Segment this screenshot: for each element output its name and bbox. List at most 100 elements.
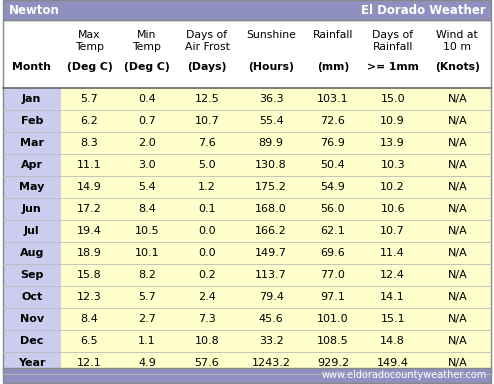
- Text: Mar: Mar: [20, 138, 44, 148]
- Text: 10.5: 10.5: [135, 226, 159, 236]
- Bar: [304, 154, 362, 176]
- Bar: [238, 88, 304, 110]
- Bar: [304, 110, 362, 132]
- Bar: [424, 110, 491, 132]
- Bar: [238, 110, 304, 132]
- Bar: [61, 286, 118, 308]
- Text: 13.9: 13.9: [380, 138, 405, 148]
- Bar: [362, 198, 424, 220]
- Bar: [362, 264, 424, 286]
- Bar: [61, 88, 118, 110]
- Bar: [362, 110, 424, 132]
- Text: Feb: Feb: [21, 116, 43, 126]
- Bar: [3, 368, 491, 383]
- Text: N/A: N/A: [448, 182, 467, 192]
- Bar: [304, 330, 362, 352]
- Bar: [3, 242, 61, 264]
- Bar: [304, 198, 362, 220]
- Text: Year: Year: [18, 358, 45, 368]
- Bar: [304, 176, 362, 198]
- Text: 929.2: 929.2: [317, 358, 349, 368]
- Text: 56.0: 56.0: [321, 204, 345, 214]
- Bar: [238, 352, 304, 374]
- Bar: [238, 220, 304, 242]
- Text: 0.0: 0.0: [198, 226, 216, 236]
- Text: (Days): (Days): [187, 62, 227, 72]
- Bar: [61, 154, 118, 176]
- Text: El Dorado Weather: El Dorado Weather: [361, 3, 486, 17]
- Bar: [238, 198, 304, 220]
- Bar: [118, 330, 176, 352]
- Text: 168.0: 168.0: [255, 204, 287, 214]
- Bar: [362, 176, 424, 198]
- Bar: [3, 110, 61, 132]
- Text: 36.3: 36.3: [259, 94, 284, 104]
- Bar: [238, 286, 304, 308]
- Text: 12.4: 12.4: [380, 270, 405, 280]
- Text: 0.7: 0.7: [138, 116, 156, 126]
- Text: Sep: Sep: [20, 270, 43, 280]
- Bar: [3, 0, 491, 20]
- Bar: [176, 198, 238, 220]
- Text: N/A: N/A: [448, 116, 467, 126]
- Text: (Knots): (Knots): [435, 62, 480, 72]
- Bar: [304, 132, 362, 154]
- Text: 79.4: 79.4: [259, 292, 284, 302]
- Bar: [118, 154, 176, 176]
- Text: 8.3: 8.3: [81, 138, 98, 148]
- Text: Max: Max: [78, 30, 101, 40]
- Bar: [3, 352, 61, 374]
- Text: 0.2: 0.2: [198, 270, 216, 280]
- Text: 10.2: 10.2: [380, 182, 405, 192]
- Text: N/A: N/A: [448, 248, 467, 258]
- Text: 2.4: 2.4: [198, 292, 216, 302]
- Text: N/A: N/A: [448, 336, 467, 346]
- Bar: [3, 132, 61, 154]
- Bar: [3, 20, 491, 88]
- Text: 11.4: 11.4: [380, 248, 405, 258]
- Bar: [304, 88, 362, 110]
- Text: 5.4: 5.4: [138, 182, 156, 192]
- Bar: [362, 330, 424, 352]
- Bar: [304, 242, 362, 264]
- Text: Min: Min: [137, 30, 157, 40]
- Bar: [424, 220, 491, 242]
- Bar: [362, 308, 424, 330]
- Text: 17.2: 17.2: [77, 204, 102, 214]
- Bar: [362, 286, 424, 308]
- Bar: [424, 88, 491, 110]
- Text: 45.6: 45.6: [259, 314, 284, 324]
- Bar: [362, 154, 424, 176]
- Text: N/A: N/A: [448, 226, 467, 236]
- Text: Nov: Nov: [20, 314, 44, 324]
- Bar: [176, 286, 238, 308]
- Bar: [3, 330, 61, 352]
- Bar: [238, 242, 304, 264]
- Text: 175.2: 175.2: [255, 182, 287, 192]
- Bar: [362, 352, 424, 374]
- Bar: [176, 242, 238, 264]
- Text: N/A: N/A: [448, 358, 467, 368]
- Bar: [176, 132, 238, 154]
- Text: 14.1: 14.1: [380, 292, 405, 302]
- Text: Sunshine: Sunshine: [246, 30, 296, 40]
- Bar: [118, 88, 176, 110]
- Bar: [61, 330, 118, 352]
- Bar: [176, 352, 238, 374]
- Text: 10.8: 10.8: [195, 336, 219, 346]
- Text: 62.1: 62.1: [321, 226, 345, 236]
- Bar: [118, 220, 176, 242]
- Bar: [176, 220, 238, 242]
- Bar: [118, 132, 176, 154]
- Text: 130.8: 130.8: [255, 160, 287, 170]
- Bar: [61, 308, 118, 330]
- Bar: [3, 220, 61, 242]
- Text: 10.7: 10.7: [380, 226, 405, 236]
- Text: Rainfall: Rainfall: [313, 30, 353, 40]
- Text: 6.5: 6.5: [81, 336, 98, 346]
- Text: Jun: Jun: [22, 204, 41, 214]
- Text: 54.9: 54.9: [321, 182, 345, 192]
- Bar: [304, 352, 362, 374]
- Bar: [238, 176, 304, 198]
- Bar: [61, 110, 118, 132]
